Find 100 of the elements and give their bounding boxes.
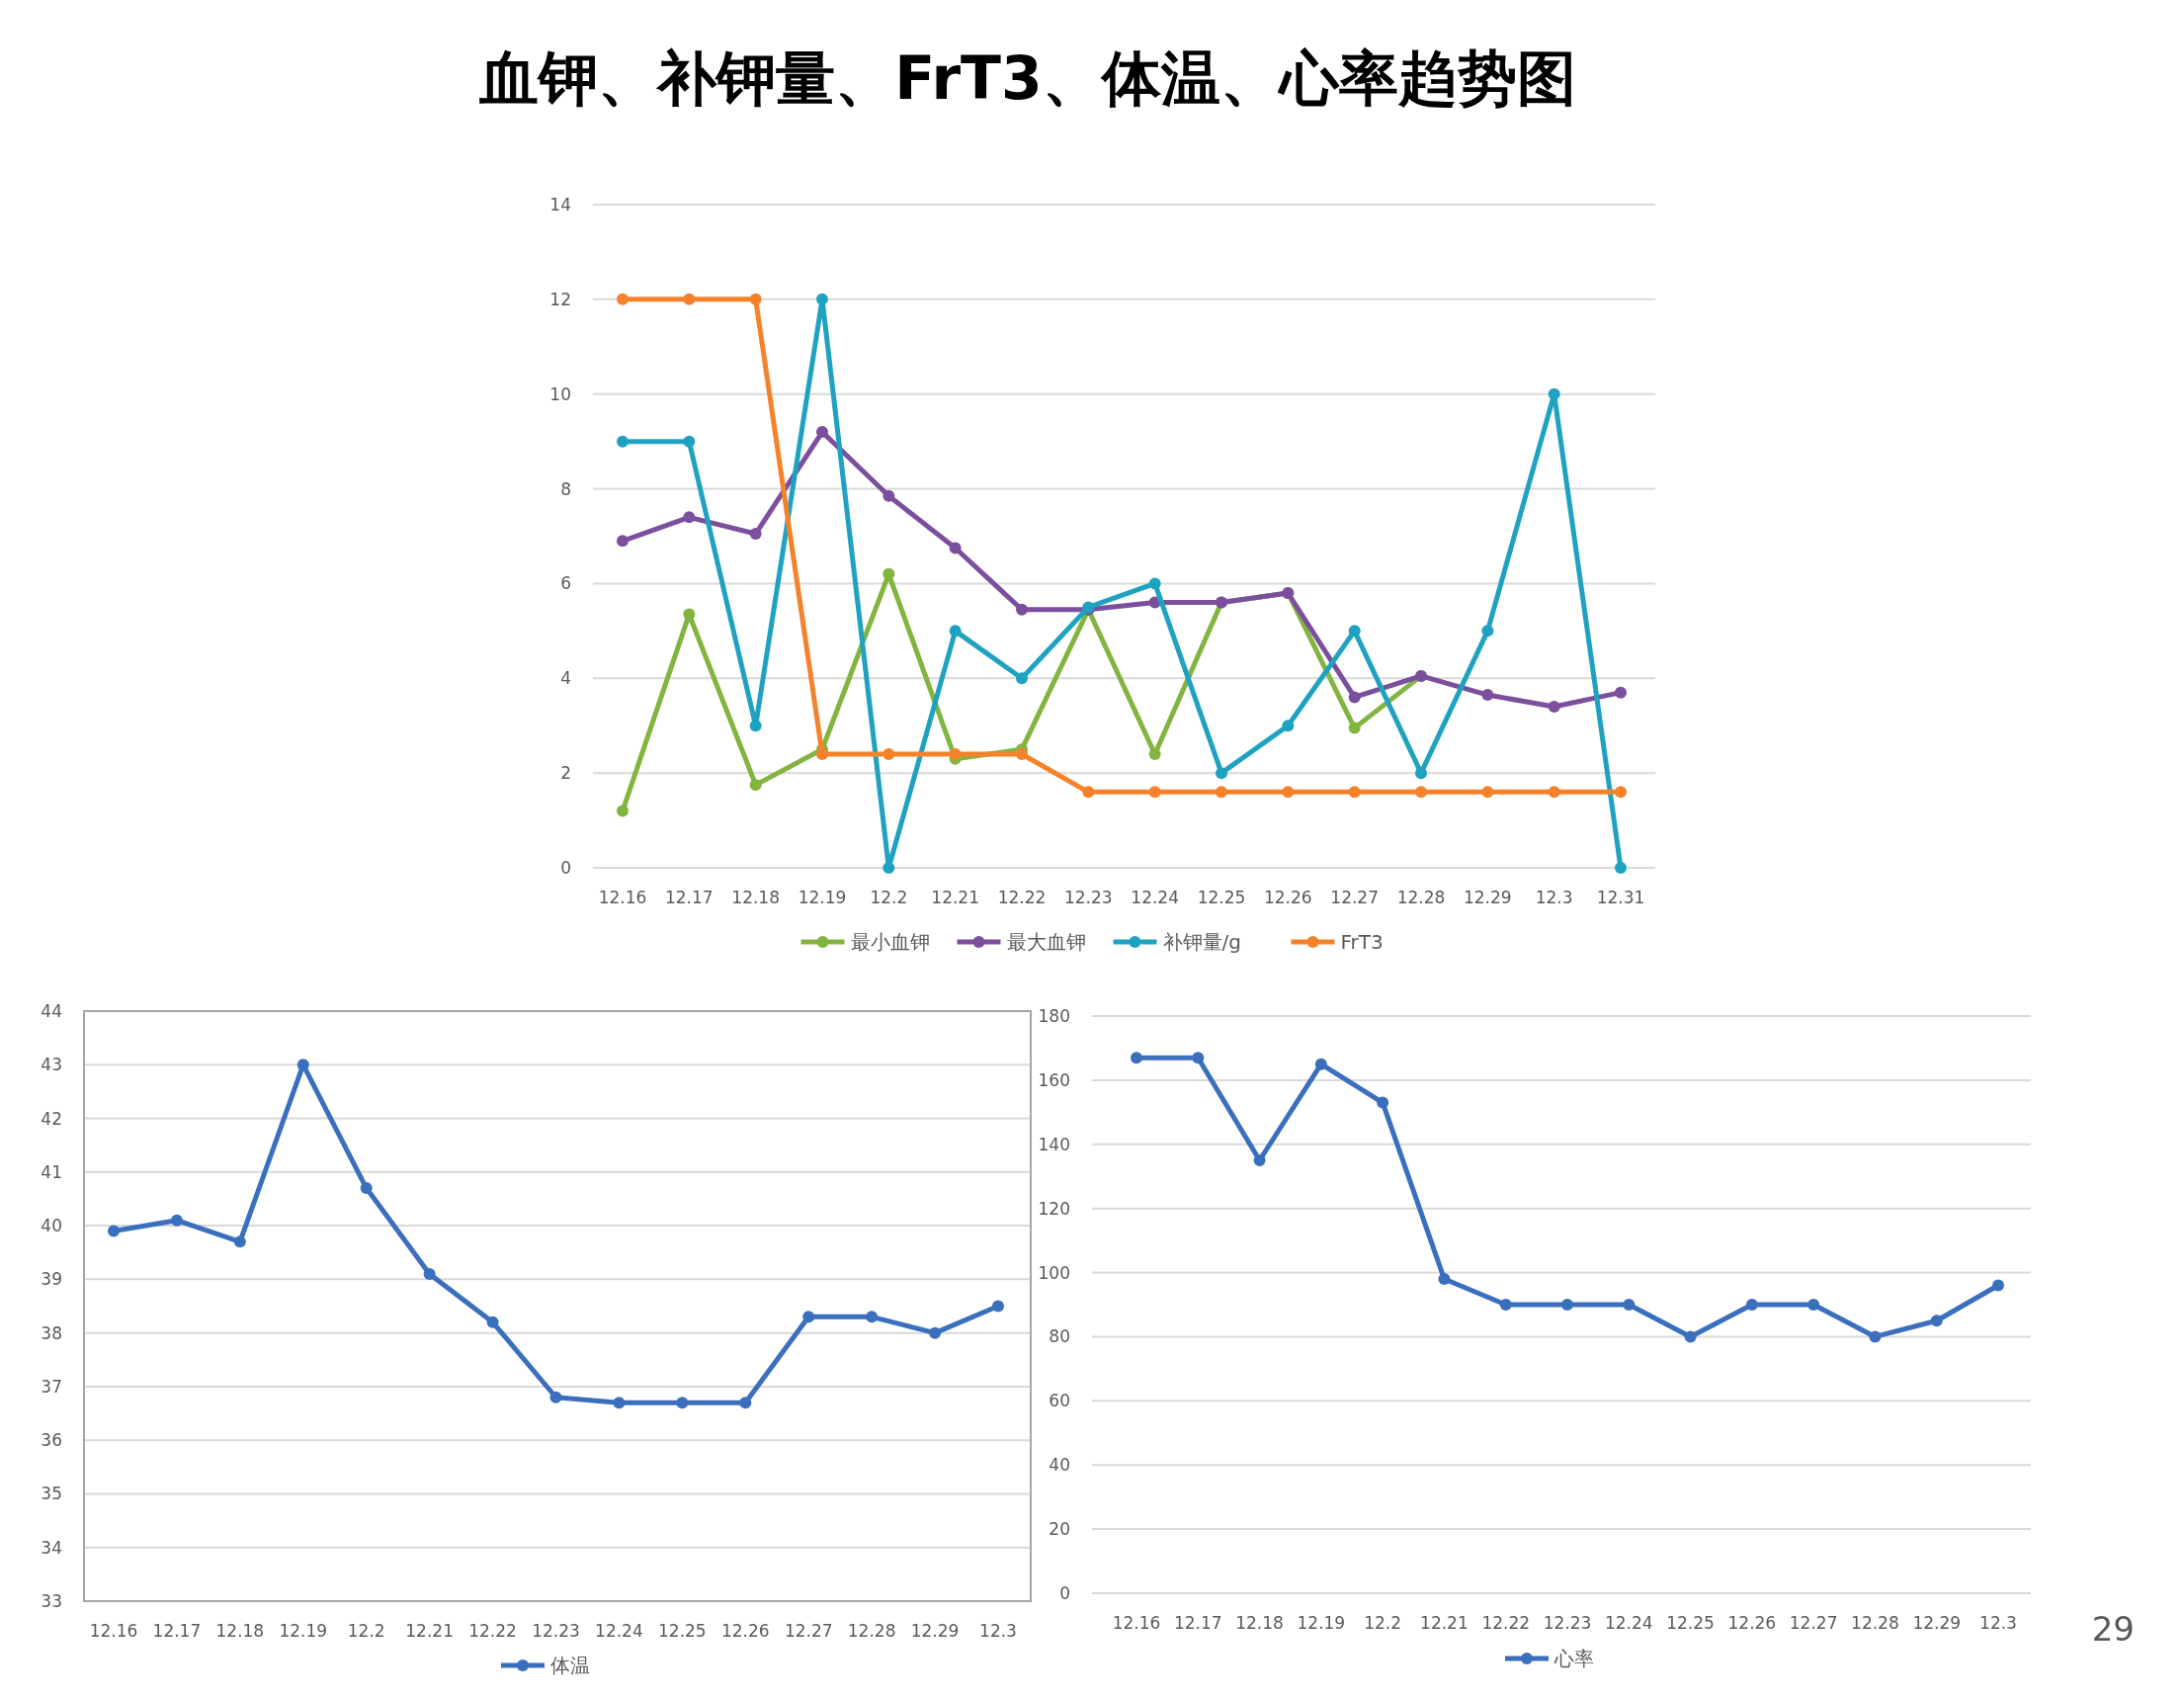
legend-label: 体温 [550,1654,590,1677]
point [1082,786,1095,799]
x-tick-label: 12.17 [665,888,714,907]
x-tick-label: 12.24 [1131,888,1179,907]
y-tick-label: 2 [560,763,571,784]
y-tick-label: 34 [41,1537,62,1558]
x-tick-label: 12.22 [997,888,1047,907]
x-tick-label: 12.17 [1173,1613,1222,1633]
point [1348,691,1361,704]
point [233,1235,246,1248]
x-tick-label: 12.16 [89,1621,138,1641]
x-tick-label: 12.24 [595,1621,643,1641]
x-tick-label: 12.26 [1264,888,1312,907]
x-tick-label: 12.2 [1364,1613,1402,1633]
point [882,862,895,874]
point [1615,786,1627,799]
x-tick-label: 12.3 [979,1621,1017,1641]
x-tick-label: 12.28 [1396,888,1446,907]
x-tick-label: 12.23 [1543,1613,1592,1633]
point [882,489,895,502]
point [1348,786,1361,799]
x-tick-label: 12.16 [1112,1613,1161,1633]
x-tick-label: 12.27 [784,1621,833,1641]
y-tick-label: 4 [560,668,571,689]
point [1148,577,1161,590]
x-tick-label: 12.3 [1979,1613,2017,1633]
point [683,511,696,524]
point [1499,1299,1512,1311]
point [749,720,762,732]
x-tick-label: 12.18 [215,1621,265,1641]
point [1481,786,1494,799]
point [1807,1299,1820,1311]
point [1561,1299,1573,1311]
point [1615,862,1627,874]
point [949,747,962,760]
point [929,1326,942,1339]
point [423,1267,436,1280]
point [992,1300,1004,1313]
y-tick-label: 80 [1049,1326,1070,1347]
point [613,1397,626,1409]
point [1548,786,1560,799]
point [1745,1299,1758,1311]
x-tick-label: 12.2 [347,1621,385,1641]
x-tick-label: 12.3 [1535,888,1573,907]
x-tick-label: 12.19 [798,888,847,907]
point [1623,1299,1636,1311]
point [1869,1330,1882,1343]
point [1615,686,1627,699]
point [1481,689,1494,702]
point [1992,1279,2004,1292]
x-tick-label: 12.29 [1464,888,1512,907]
point [1415,786,1427,799]
point [1131,1052,1142,1064]
point [866,1311,879,1323]
point [749,293,762,305]
x-tick-label: 12.19 [1297,1613,1346,1633]
y-tick-label: 180 [1038,1006,1070,1026]
point [1377,1096,1389,1109]
point [749,528,762,541]
y-tick-label: 140 [1038,1134,1070,1154]
point [816,293,828,305]
point [802,1311,815,1323]
y-tick-label: 20 [1049,1519,1070,1540]
point [1192,1052,1205,1064]
y-tick-label: 44 [41,1001,62,1021]
legend-label: 最小血钾 [850,930,930,954]
point [816,426,828,439]
x-tick-label: 12.26 [1727,1613,1777,1633]
x-tick-label: 12.21 [405,1621,454,1641]
text: 29 [2091,1609,2135,1649]
point [683,435,696,448]
y-tick-label: 36 [41,1430,62,1451]
point [676,1397,689,1409]
point [1148,786,1161,799]
point [1548,387,1560,400]
point [617,293,629,305]
legend-label: 补钾量/g [1162,930,1241,954]
y-tick-label: 120 [1038,1198,1070,1219]
point [949,542,962,554]
y-tick-label: 8 [560,478,571,499]
x-tick-label: 12.17 [152,1621,202,1641]
x-tick-label: 12.25 [1666,1613,1715,1633]
point [882,567,895,580]
x-tick-label: 12.28 [1851,1613,1899,1633]
y-tick-label: 38 [41,1322,62,1343]
chart-title: 血钾、补钾量、FrT3、体温、心率趋势图 [478,43,1576,113]
y-tick-label: 0 [560,858,571,878]
y-tick-label: 43 [41,1055,62,1075]
point [108,1225,120,1237]
x-tick-label: 12.29 [1912,1613,1962,1633]
point [617,805,629,817]
y-tick-label: 6 [560,573,571,594]
y-tick-label: 33 [41,1591,62,1611]
legend-label: FrT3 [1340,930,1384,954]
y-tick-label: 35 [41,1484,62,1504]
point [739,1397,752,1409]
point [1481,625,1494,638]
x-tick-label: 12.24 [1604,1613,1653,1633]
x-tick-label: 12.18 [731,888,780,907]
y-tick-label: 160 [1038,1069,1070,1090]
